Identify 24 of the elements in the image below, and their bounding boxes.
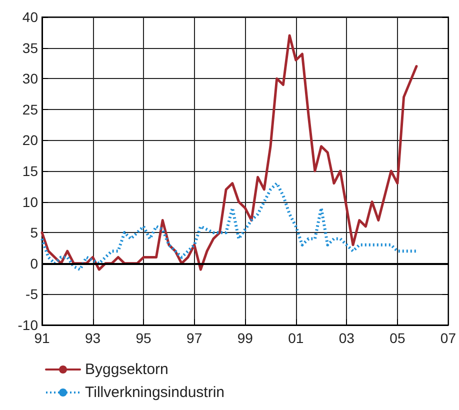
y-tick-label: 20	[22, 132, 38, 148]
y-tick-label: -5	[26, 286, 38, 302]
y-tick-label: 5	[30, 224, 38, 241]
x-tick-label: 91	[34, 330, 50, 346]
y-tick-label: 30	[22, 70, 38, 87]
y-tick-label: 25	[22, 101, 38, 118]
y-tick-label: 0	[30, 255, 38, 272]
y-tick-label: 40	[22, 9, 38, 25]
x-tick-label: 93	[84, 330, 101, 346]
y-tick-label: 35	[22, 40, 38, 56]
line-series	[40, 182, 418, 272]
line-series	[40, 34, 418, 271]
x-tick-label: 99	[237, 330, 254, 346]
y-tick-label: 10	[22, 194, 38, 210]
y-tick-label: 15	[22, 163, 38, 179]
legend-label: Tillverkningsindustrin	[85, 384, 224, 401]
x-tick-label: 05	[390, 330, 406, 346]
legend-label: Byggsektorn	[85, 361, 168, 378]
x-tick-label: 97	[186, 330, 202, 346]
x-tick-label: 01	[288, 330, 304, 346]
x-tick-label: 07	[440, 330, 456, 346]
y-tick-label: -10	[18, 317, 38, 333]
x-tick-label: 95	[136, 330, 152, 346]
x-tick-label: 03	[338, 330, 355, 346]
